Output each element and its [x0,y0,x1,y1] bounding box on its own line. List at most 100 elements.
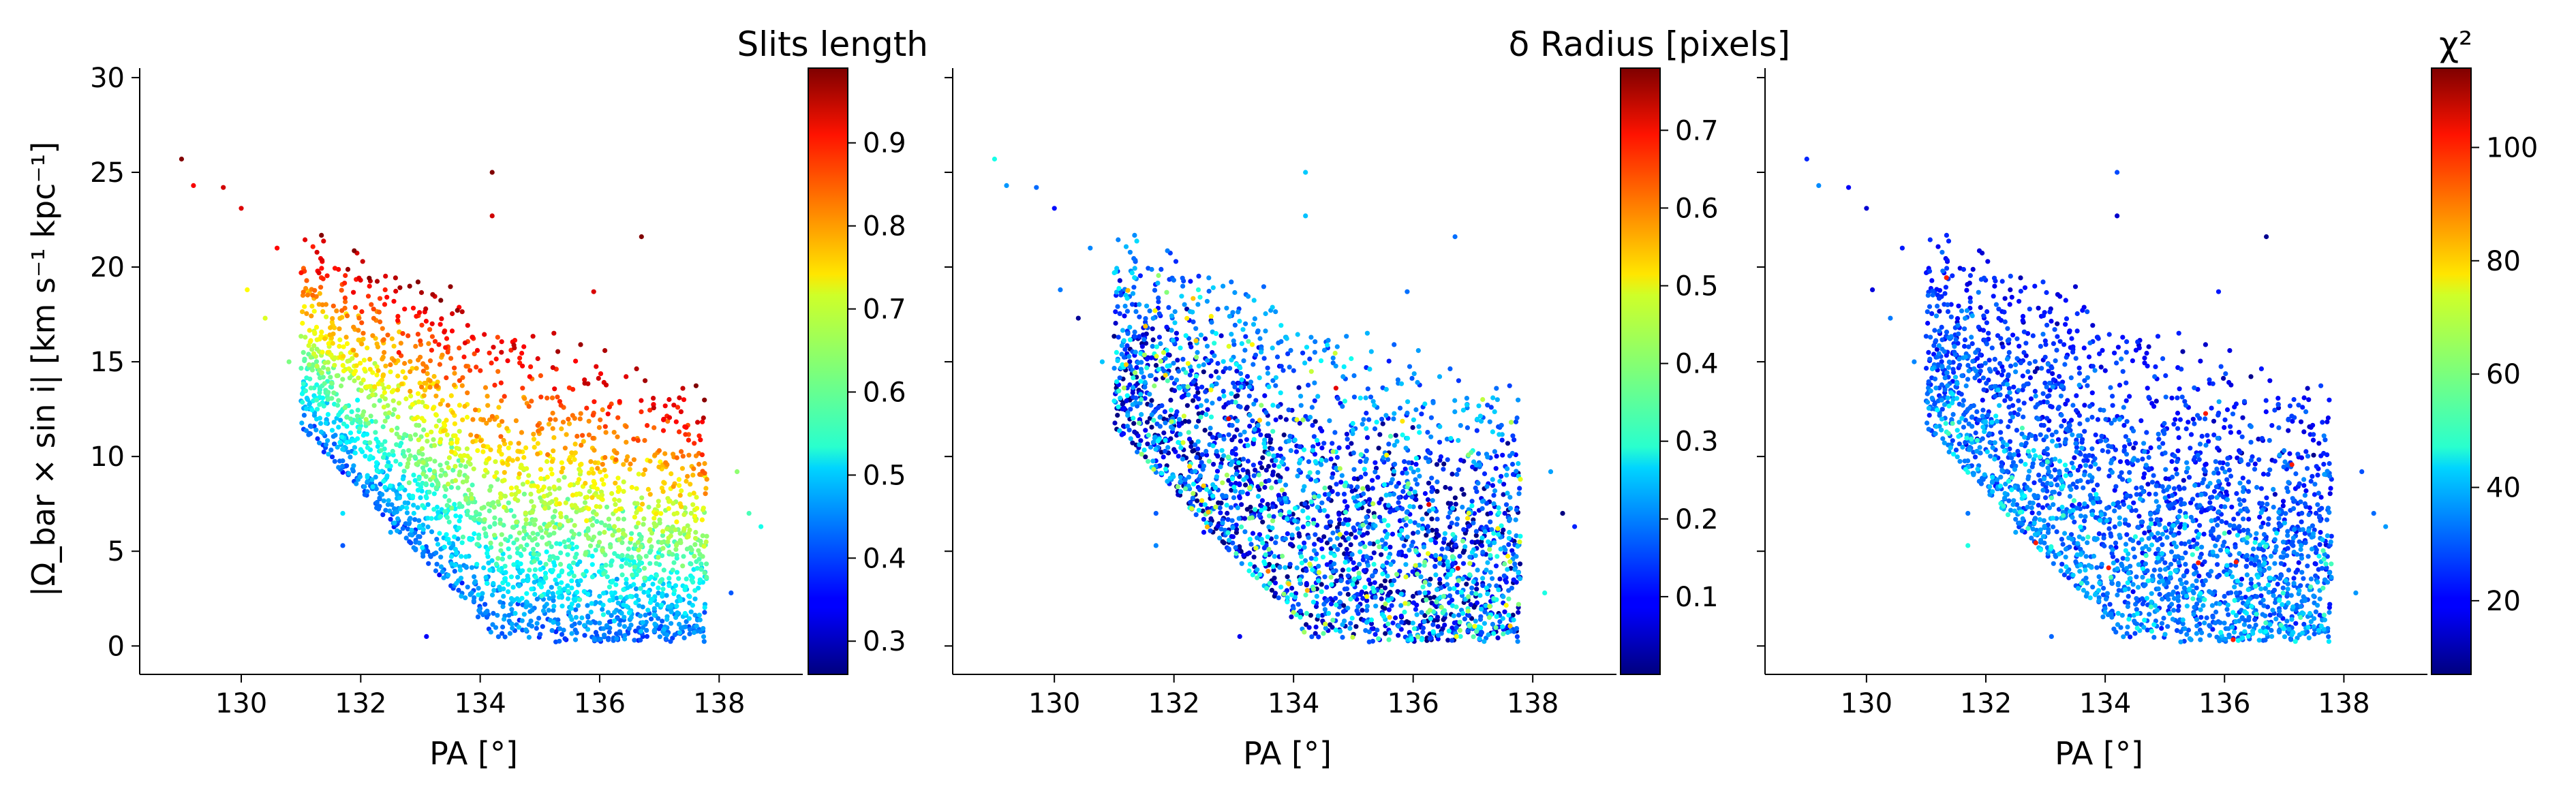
scatter-point [375,439,381,445]
scatter-point [1255,567,1260,572]
scatter-point [1203,336,1208,341]
scatter-point [664,526,670,532]
scatter-point [542,500,547,506]
scatter-point [686,534,691,540]
scatter-point [1490,483,1495,488]
scatter-point [1445,582,1450,587]
scatter-point [1365,563,1371,568]
scatter-points-panel-1 [179,156,764,644]
scatter-point [521,454,527,460]
scatter-point [1434,527,1439,533]
scatter-point [1480,549,1486,555]
scatter-point [1445,514,1451,520]
scatter-point [1202,502,1208,507]
scatter-point [1214,469,1221,474]
scatter-point [1284,336,1289,341]
scatter-point [337,439,343,446]
scatter-point [609,590,614,596]
scatter-point [386,410,392,416]
scatter-point [501,593,506,599]
x-tick-label: 134 [454,688,506,719]
scatter-point [1161,454,1166,460]
scatter-point [404,505,410,511]
scatter-point [1379,596,1384,601]
scatter-point [1403,553,1409,559]
scatter-point [598,371,604,377]
scatter-point [1456,467,1461,473]
scatter-point [1509,450,1515,456]
scatter-point [1283,417,1289,422]
scatter-point [1242,429,1247,435]
scatter-point [1209,383,1214,388]
scatter-point [526,473,532,478]
scatter-point [442,422,448,428]
scatter-point [702,570,707,576]
scatter-point [1272,554,1277,559]
scatter-point [1312,398,1317,403]
scatter-point [681,526,687,531]
scatter-point [1175,358,1180,363]
scatter-point [704,477,709,482]
scatter-point [434,383,440,388]
scatter-point [551,448,556,454]
scatter-point [1215,307,1221,312]
scatter-point [1239,377,1244,383]
scatter-point [429,321,435,326]
scatter-point [624,580,629,587]
scatter-point [670,567,675,573]
scatter-point [498,495,504,501]
scatter-point [1183,333,1189,339]
scatter-point [368,454,373,459]
scatter-point [701,505,706,511]
scatter-point [1387,630,1393,636]
scatter-point [656,554,661,560]
scatter-point [332,362,337,368]
scatter-point [1153,446,1159,452]
scatter-point [578,342,583,347]
scatter-point [365,384,370,390]
scatter-point [313,427,319,433]
scatter-point [365,445,371,450]
scatter-point [1479,506,1485,512]
scatter-point [365,294,371,299]
scatter-point [510,584,516,590]
scatter-point [1304,580,1309,587]
scatter-point [1407,518,1413,525]
scatter-point [378,319,383,325]
scatter-point [1407,548,1412,553]
scatter-point [552,525,557,530]
scatter-point [314,397,320,403]
scatter-point [357,474,363,480]
scatter-point [1366,639,1372,644]
scatter-point [637,555,643,561]
scatter-point [1448,501,1454,506]
scatter-point [1198,403,1203,408]
scatter-point [607,584,613,590]
scatter-point [651,612,657,618]
scatter-point [643,378,648,384]
scatter-point [463,595,468,601]
scatter-point [1340,521,1346,527]
scatter-point [345,266,351,272]
scatter-point [486,560,491,566]
scatter-point [1308,334,1314,340]
scatter-point [527,521,533,527]
scatter-point [519,350,525,356]
scatter-point [614,595,619,601]
scatter-point [1351,394,1357,400]
scatter-point [1251,473,1257,478]
scatter-point [375,381,381,387]
scatter-point [1285,466,1290,471]
scatter-point [607,597,613,604]
scatter-point [465,508,470,514]
scatter-point [1425,497,1430,503]
scatter-point [1132,329,1137,334]
scatter-point [495,612,500,618]
scatter-point [1167,475,1173,481]
scatter-point [303,334,308,340]
scatter-point [459,593,464,599]
scatter-point [1420,526,1425,531]
scatter-point [553,497,559,502]
scatter-point [1180,456,1186,462]
scatter-point [549,467,554,472]
